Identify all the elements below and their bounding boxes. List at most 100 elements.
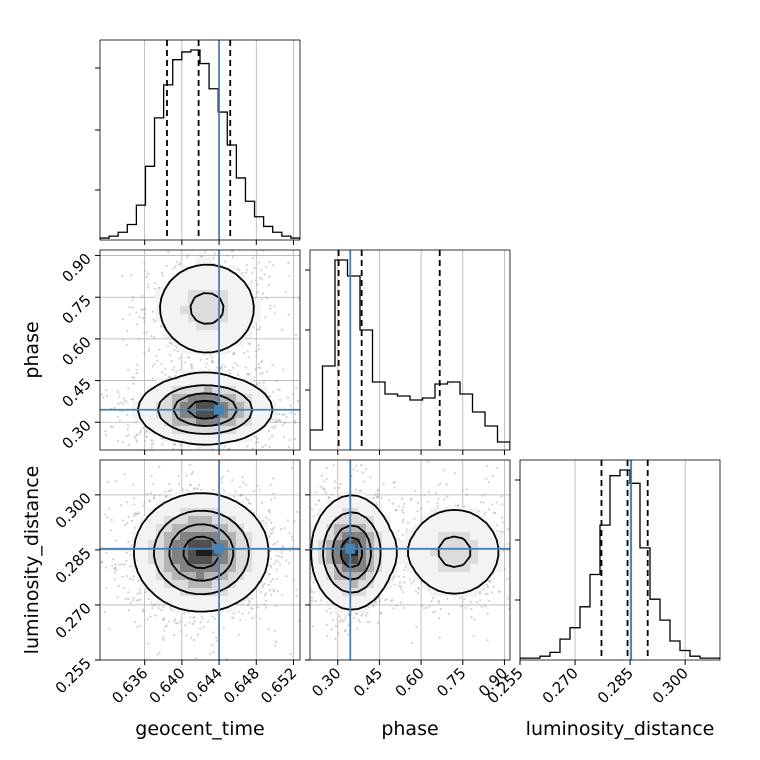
sample-point: [125, 559, 128, 562]
density-cell: [228, 290, 237, 299]
sample-point: [231, 250, 234, 253]
density-cell: [244, 572, 253, 581]
sample-point: [222, 185, 224, 187]
sample-point: [147, 642, 150, 645]
sample-point: [260, 501, 264, 504]
sample-point: [134, 526, 137, 529]
density-cell: [252, 386, 261, 395]
panel-phase-vs-luminosity_distance: 0.30 0.45 0.60 0.75 0.90: [305, 459, 511, 700]
sample-point: [199, 621, 202, 624]
sample-point: [125, 400, 128, 403]
sample-point: [273, 496, 277, 500]
sample-point: [279, 419, 282, 423]
density-cell: [164, 322, 173, 331]
sample-point: [277, 561, 280, 564]
sample-point: [402, 511, 405, 514]
density-cell: [204, 572, 213, 581]
sample-point: [114, 563, 117, 566]
sample-point: [160, 363, 163, 366]
density-cell: [172, 540, 181, 549]
x-tick-label: 0.270: [539, 664, 582, 707]
sample-point: [259, 590, 263, 594]
sample-point: [337, 632, 340, 635]
density-cell: [188, 540, 197, 549]
density-cell: [148, 540, 157, 549]
sample-point: [116, 389, 119, 393]
sample-point: [306, 545, 308, 547]
density-cell: [236, 314, 245, 323]
sample-point: [151, 439, 154, 442]
sample-point: [145, 436, 148, 439]
sample-point: [89, 436, 91, 438]
density-cell: [204, 402, 213, 411]
sample-point: [325, 477, 328, 480]
density-cell: [188, 282, 197, 291]
sample-point: [283, 526, 287, 530]
density-cell: [172, 508, 181, 517]
sample-point: [246, 372, 249, 376]
panel-geocent_time-vs-phase: 0.300.450.600.750.90: [58, 185, 301, 455]
sample-point: [142, 610, 145, 613]
density-cell: [212, 330, 221, 339]
sample-point: [163, 490, 166, 493]
density-cell: [164, 410, 173, 419]
sample-point: [161, 274, 164, 277]
density-cell: [164, 330, 173, 339]
density-cell: [156, 314, 165, 323]
sample-point: [134, 620, 137, 623]
sample-point: [417, 588, 420, 591]
density-cell: [164, 298, 173, 307]
sample-point: [251, 326, 255, 329]
density-cell: [148, 572, 157, 581]
sample-point: [184, 361, 187, 364]
density-cell: [252, 298, 261, 307]
sample-point: [104, 433, 108, 436]
sample-point: [488, 580, 491, 583]
sample-point: [276, 590, 279, 593]
sample-point: [127, 540, 130, 543]
sample-point: [290, 535, 293, 538]
density-cell: [188, 572, 197, 581]
density-cell: [204, 596, 213, 605]
density-cell: [252, 306, 261, 315]
sample-point: [275, 554, 278, 557]
density-cell: [164, 516, 173, 525]
density-cell: [204, 338, 213, 347]
sample-point: [227, 447, 230, 450]
density-cell: [188, 386, 197, 395]
sample-point: [135, 599, 139, 602]
sample-point: [138, 589, 142, 592]
density-cell: [180, 298, 189, 307]
sample-point: [194, 244, 196, 246]
sample-point: [264, 592, 267, 595]
density-cell: [244, 516, 253, 525]
density-cell: [228, 314, 237, 323]
sample-point: [119, 419, 122, 422]
sample-point: [92, 421, 94, 423]
density-cell: [244, 282, 253, 291]
sample-point: [506, 597, 509, 600]
density-cell: [188, 604, 197, 613]
sample-point: [149, 492, 153, 495]
density-cell: [212, 394, 221, 403]
sample-point: [111, 426, 114, 429]
density-cell: [228, 596, 237, 605]
sample-point: [225, 223, 227, 225]
sample-point: [233, 352, 236, 355]
panel-frame: [99, 39, 301, 241]
sample-point: [284, 291, 288, 294]
density-cell: [220, 378, 229, 387]
sample-point: [266, 370, 269, 373]
sample-point: [168, 482, 171, 486]
density-cell: [236, 580, 245, 589]
y-tick-label: 0.300: [52, 489, 95, 532]
sample-point: [116, 439, 120, 443]
sample-point: [392, 576, 395, 579]
panel-phase-hist: [305, 249, 511, 455]
sample-point: [170, 360, 173, 363]
sample-point: [227, 231, 229, 233]
sample-point: [208, 247, 210, 249]
sample-point: [153, 603, 157, 606]
density-cell: [220, 564, 229, 573]
sample-point: [256, 283, 259, 286]
